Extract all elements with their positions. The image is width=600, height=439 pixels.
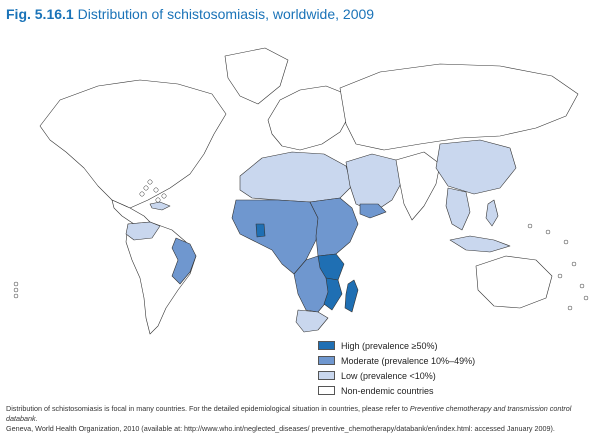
legend-swatch-low bbox=[318, 371, 335, 380]
legend-item-high: High (prevalence ≥50%) bbox=[318, 338, 475, 353]
footnote-line-2: Geneva, World Health Organization, 2010 … bbox=[6, 424, 555, 433]
region-yemen bbox=[359, 203, 387, 219]
legend-swatch-moderate bbox=[318, 356, 335, 365]
region-australia bbox=[475, 255, 553, 309]
region-indonesia bbox=[449, 235, 511, 253]
legend-item-moderate: Moderate (prevalence 10%–49%) bbox=[318, 353, 475, 368]
map-legend: High (prevalence ≥50%) Moderate (prevale… bbox=[318, 338, 475, 398]
figure-number: Fig. 5.16.1 bbox=[6, 6, 74, 22]
region-east-africa bbox=[309, 197, 359, 257]
footnote-text: Distribution of schistosomiasis is focal… bbox=[6, 404, 410, 413]
region-north-africa bbox=[239, 151, 353, 203]
region-philippines bbox=[485, 199, 499, 227]
region-brazil-east bbox=[171, 237, 197, 285]
region-russia-asia bbox=[339, 63, 579, 151]
region-caribbean bbox=[149, 201, 171, 211]
footnote-line-1: Distribution of schistosomiasis is focal… bbox=[6, 404, 596, 424]
region-venezuela bbox=[125, 221, 161, 241]
region-greenland bbox=[224, 47, 289, 105]
legend-label-high: High (prevalence ≥50%) bbox=[341, 340, 438, 351]
world-map bbox=[13, 47, 589, 335]
legend-item-none: Non-endemic countries bbox=[318, 383, 475, 398]
legend-label-low: Low (prevalence <10%) bbox=[341, 370, 436, 381]
region-south-africa bbox=[295, 309, 329, 333]
legend-label-none: Non-endemic countries bbox=[341, 385, 434, 396]
region-middle-east bbox=[345, 153, 405, 213]
region-mozambique bbox=[323, 277, 343, 311]
legend-swatch-none bbox=[318, 386, 335, 395]
figure-title-text: Distribution of schistosomiasis, worldwi… bbox=[77, 6, 375, 22]
legend-swatch-high bbox=[318, 341, 335, 350]
island-dots bbox=[13, 179, 589, 311]
region-ghana bbox=[255, 223, 266, 238]
region-china bbox=[435, 139, 517, 195]
figure-footnote: Distribution of schistosomiasis is focal… bbox=[6, 404, 596, 434]
region-southeast-asia bbox=[445, 187, 471, 231]
figure-title: Fig. 5.16.1 Distribution of schistosomia… bbox=[6, 6, 374, 22]
legend-label-moderate: Moderate (prevalence 10%–49%) bbox=[341, 355, 476, 366]
footnote-databank-title: Preventive chemotherapy and transmission… bbox=[6, 404, 572, 423]
region-madagascar bbox=[344, 279, 359, 313]
region-south-asia bbox=[395, 151, 441, 221]
region-europe bbox=[267, 85, 351, 151]
region-north-america bbox=[39, 79, 227, 209]
legend-item-low: Low (prevalence <10%) bbox=[318, 368, 475, 383]
